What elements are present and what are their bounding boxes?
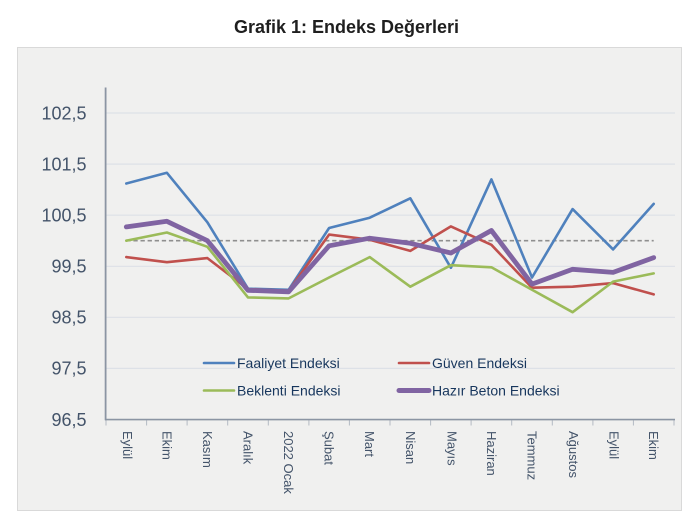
svg-text:102,5: 102,5 (41, 103, 86, 123)
svg-text:Ağustos: Ağustos (566, 431, 581, 478)
svg-text:Güven Endeksi: Güven Endeksi (432, 355, 527, 371)
svg-text:Şubat: Şubat (322, 431, 337, 465)
svg-text:100,5: 100,5 (41, 206, 86, 226)
svg-text:Hazır Beton Endeksi: Hazır Beton Endeksi (432, 383, 560, 399)
svg-text:Kasım: Kasım (200, 431, 215, 468)
svg-text:2022 Ocak: 2022 Ocak (281, 431, 296, 494)
svg-text:Faaliyet Endeksi: Faaliyet Endeksi (237, 355, 340, 371)
svg-text:97,5: 97,5 (51, 359, 86, 379)
svg-text:Eylül: Eylül (120, 431, 135, 459)
svg-text:101,5: 101,5 (41, 154, 86, 174)
svg-text:Ekim: Ekim (159, 431, 174, 460)
svg-text:Haziran: Haziran (484, 431, 499, 476)
svg-text:Eylül: Eylül (607, 431, 622, 459)
svg-text:98,5: 98,5 (51, 308, 86, 328)
svg-text:Ekim: Ekim (646, 431, 661, 460)
svg-text:Mart: Mart (362, 431, 377, 457)
svg-text:Aralık: Aralık (241, 431, 256, 465)
svg-text:Beklenti Endeksi: Beklenti Endeksi (237, 383, 341, 399)
svg-text:Grafik 1: Endeks Değerleri: Grafik 1: Endeks Değerleri (234, 17, 459, 37)
svg-text:Temmuz: Temmuz (525, 431, 540, 480)
svg-text:Nisan: Nisan (403, 431, 418, 464)
svg-text:96,5: 96,5 (51, 410, 86, 430)
svg-text:99,5: 99,5 (51, 257, 86, 277)
svg-text:Mayıs: Mayıs (445, 431, 460, 466)
